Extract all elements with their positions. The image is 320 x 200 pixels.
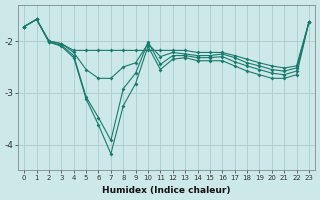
X-axis label: Humidex (Indice chaleur): Humidex (Indice chaleur)	[102, 186, 231, 195]
